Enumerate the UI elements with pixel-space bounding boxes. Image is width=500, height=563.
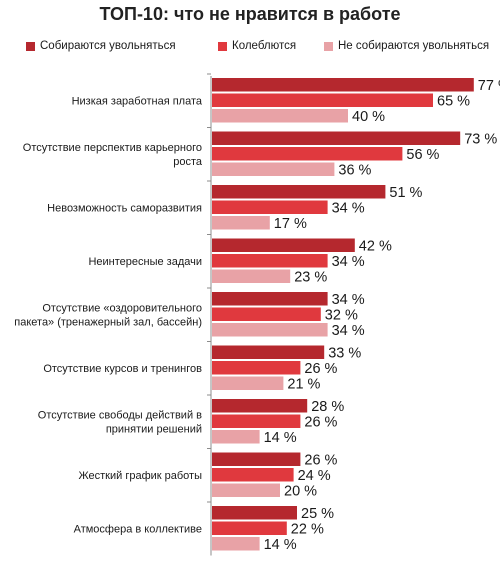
category-label: Отсутствие перспектив карьерного роста bbox=[23, 142, 203, 168]
value-label-leaving: 73 % bbox=[464, 132, 497, 148]
bar-staying bbox=[212, 376, 284, 390]
category-label: Отсутствие свободы действий в принятии ре… bbox=[38, 409, 202, 435]
bar-leaving bbox=[212, 238, 355, 252]
bar-staying bbox=[212, 483, 280, 497]
value-label-hesitating: 34 % bbox=[332, 254, 365, 270]
bar-hesitating bbox=[212, 414, 301, 428]
bar-hesitating bbox=[212, 147, 403, 161]
bar-hesitating bbox=[212, 468, 294, 482]
value-label-hesitating: 26 % bbox=[304, 415, 337, 431]
legend-label-staying: Не собираются увольняться bbox=[338, 40, 490, 52]
chart-title: ТОП-10: что не нравится в работе bbox=[99, 4, 401, 24]
value-label-staying: 17 % bbox=[274, 216, 307, 232]
value-label-hesitating: 32 % bbox=[325, 308, 358, 324]
value-label-staying: 14 % bbox=[264, 430, 297, 446]
value-label-hesitating: 22 % bbox=[291, 522, 324, 538]
category-label: Неинтересные задачи bbox=[88, 256, 202, 268]
bar-staying bbox=[212, 162, 335, 176]
bar-hesitating bbox=[212, 254, 328, 268]
category-label: Отсутствие курсов и тренингов bbox=[43, 363, 202, 375]
value-label-staying: 36 % bbox=[338, 163, 371, 179]
category-label: Низкая заработная плата bbox=[72, 95, 203, 107]
category-label: Атмосфера в коллективе bbox=[74, 523, 202, 535]
bar-leaving bbox=[212, 78, 474, 92]
legend-label-leaving: Собираются увольняться bbox=[40, 40, 176, 52]
value-label-leaving: 77 % bbox=[478, 78, 500, 94]
bar-leaving bbox=[212, 185, 386, 199]
value-label-leaving: 25 % bbox=[301, 506, 334, 522]
value-label-leaving: 42 % bbox=[359, 239, 392, 255]
value-label-staying: 34 % bbox=[332, 323, 365, 339]
legend-item-leaving: Собираются увольняться bbox=[26, 40, 176, 52]
value-label-hesitating: 56 % bbox=[406, 147, 439, 163]
bar-staying bbox=[212, 537, 260, 551]
bar-leaving bbox=[212, 399, 308, 413]
value-label-leaving: 28 % bbox=[311, 399, 344, 415]
bar-staying bbox=[212, 323, 328, 337]
bar-leaving bbox=[212, 506, 297, 520]
bar-hesitating bbox=[212, 361, 301, 375]
value-label-staying: 20 % bbox=[284, 484, 317, 500]
legend-item-staying: Не собираются увольняться bbox=[324, 40, 489, 52]
bar-staying bbox=[212, 269, 291, 283]
value-label-staying: 23 % bbox=[294, 270, 327, 286]
bar-staying bbox=[212, 216, 270, 230]
category-label: Невозможность саморазвития bbox=[47, 202, 202, 214]
value-label-leaving: 33 % bbox=[328, 346, 361, 362]
bar-hesitating bbox=[212, 93, 433, 107]
bar-leaving bbox=[212, 345, 325, 359]
bar-hesitating bbox=[212, 307, 321, 321]
value-label-leaving: 26 % bbox=[304, 453, 337, 469]
legend: Собираются увольняться Колеблются Не соб… bbox=[26, 40, 500, 56]
value-label-hesitating: 24 % bbox=[298, 468, 331, 484]
category-label: Отсутствие «оздоровительного пакета» (тре… bbox=[14, 302, 202, 328]
value-label-hesitating: 65 % bbox=[437, 94, 470, 110]
value-label-staying: 40 % bbox=[352, 109, 385, 125]
value-label-leaving: 51 % bbox=[389, 185, 422, 201]
value-label-staying: 14 % bbox=[264, 537, 297, 553]
value-label-hesitating: 34 % bbox=[332, 201, 365, 217]
value-label-leaving: 34 % bbox=[332, 292, 365, 308]
legend-label-hesitating: Колеблются bbox=[232, 40, 297, 52]
value-label-staying: 21 % bbox=[287, 377, 320, 393]
value-label-hesitating: 26 % bbox=[304, 361, 337, 377]
bar-hesitating bbox=[212, 521, 287, 535]
bar-leaving bbox=[212, 292, 328, 306]
legend-swatch-hesitating bbox=[218, 41, 227, 51]
legend-swatch-leaving bbox=[26, 41, 35, 51]
bar-leaving bbox=[212, 452, 301, 466]
legend-swatch-staying bbox=[324, 41, 333, 51]
legend-item-hesitating: Колеблются bbox=[218, 40, 296, 52]
bar-staying bbox=[212, 430, 260, 444]
bar-leaving bbox=[212, 131, 461, 145]
bar-hesitating bbox=[212, 200, 328, 214]
category-label: Жесткий график работы bbox=[78, 470, 202, 482]
bar-staying bbox=[212, 109, 348, 123]
